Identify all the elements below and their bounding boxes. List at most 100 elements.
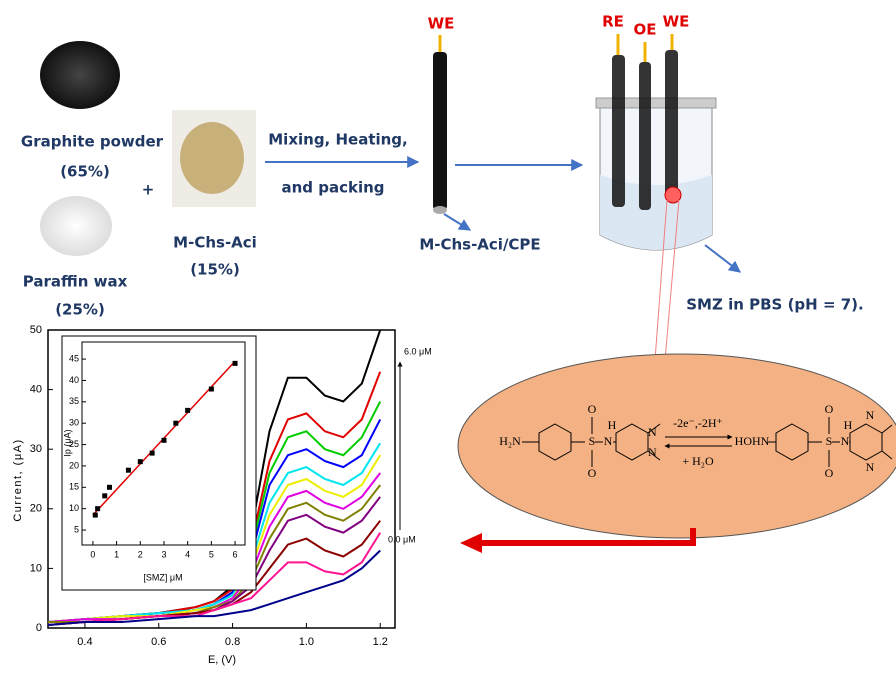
annotation: 0.0 μM [388,534,416,544]
chem-label: O [825,466,834,480]
point [137,459,143,465]
curve [47,532,382,626]
electrode-rod [665,50,678,198]
plot-frame [47,329,396,629]
y-tick-label: 0 [36,622,42,634]
electrode-spot [664,186,682,204]
point [208,386,214,392]
x-tick-label: 1 [114,549,119,559]
right-molecule [768,417,893,467]
chem-label: O [825,402,834,416]
chem-label: O [588,466,597,480]
terminal-label: WE [663,13,690,31]
chem-label: N [648,425,657,439]
x-tick-label: 1.0 [299,636,314,648]
x-tick-label: 0.6 [151,636,166,648]
x-tick-label: 1.2 [373,636,388,648]
pointer-arrow [443,213,472,231]
y-tick-label: 30 [69,418,79,428]
chem-label: H₂N [499,434,521,448]
y-tick-label: 40 [69,375,79,385]
result-arrow [480,528,696,546]
reaction-conditions: -2e⁻,-2H⁺ [673,416,723,430]
chem-label: S [589,434,596,448]
paraffin-image [40,196,112,256]
point [92,512,98,518]
chem-label: N [866,408,875,422]
solution [600,175,712,250]
graphite-image [40,41,120,109]
y-tick-label: 35 [69,396,79,406]
electrode-rod [433,52,447,210]
chem-label: O [588,402,597,416]
chem-label: HOHN [735,434,770,448]
point [185,407,191,413]
x-tick-label: 4 [185,549,190,559]
chem-label: N [866,460,875,474]
chem-label: H [844,418,853,432]
chem-label: S [826,434,833,448]
chem-label: N [841,434,850,448]
zoom-line [664,199,680,361]
point [102,493,108,499]
inset-x-label: [SMZ] μM [143,572,182,582]
point [232,360,238,366]
chem-label: N [604,434,613,448]
paraffin-percent: (25%) [55,301,105,319]
inset-frame [61,335,257,591]
left-molecule [522,417,661,467]
y-tick-label: 20 [30,503,42,515]
x-tick-label: 5 [209,549,214,559]
point [95,506,101,512]
y-tick-label: 5 [74,524,79,534]
y-tick-label: 40 [30,384,42,396]
y-tick-label: 10 [69,503,79,513]
electrode-rod [612,55,625,207]
y-tick-label: 15 [69,482,79,492]
modifier-percent: (15%) [190,261,240,279]
inset-y-label: Ip (μA) [62,429,72,456]
electrode-label: M-Chs-Aci/CPE [419,236,540,254]
step-label: Mixing, Heating, [268,131,408,149]
y-tick-label: 30 [30,443,42,455]
y-tick-label: 25 [69,439,79,449]
electrode-tip [433,206,447,214]
paraffin-label: Paraffin wax [23,273,128,291]
step-label: and packing [281,179,384,197]
y-axis-label: Current, (μA) [12,438,24,521]
chem-label: N [648,445,657,459]
cell-label: SMZ in PBS (pH = 7). [686,296,863,314]
x-tick-label: 0.4 [77,636,92,648]
x-tick-label: 6 [233,549,238,559]
pointer-arrow [704,244,741,273]
point [149,450,155,456]
x-tick-label: 3 [161,549,166,559]
zoom-line [654,199,668,361]
result-arrowhead [460,533,482,553]
electrode-rod [639,62,651,210]
y-tick-label: 10 [30,562,42,574]
cell-cap [595,97,717,109]
point [161,437,167,443]
x-tick-label: 0.8 [225,636,240,648]
point [173,420,179,426]
y-tick-label: 45 [69,353,79,363]
point [125,467,131,473]
modifier-label: M-Chs-Aci [173,234,257,252]
y-tick-label: 20 [69,460,79,470]
x-tick-label: 0 [90,549,95,559]
plus: + [142,181,155,199]
curve [47,549,381,626]
x-axis-label: E, (V) [208,654,236,666]
chem-label: H [608,418,617,432]
modifier-powder [180,122,244,194]
terminal-label: WE [428,15,455,33]
annotation: 6.0 μM [404,346,432,356]
graphite-percent: (65%) [60,163,110,181]
x-tick-label: 2 [138,549,143,559]
y-tick-label: 50 [30,324,42,336]
terminal-label: OE [634,21,657,39]
terminal-label: RE [602,13,624,31]
